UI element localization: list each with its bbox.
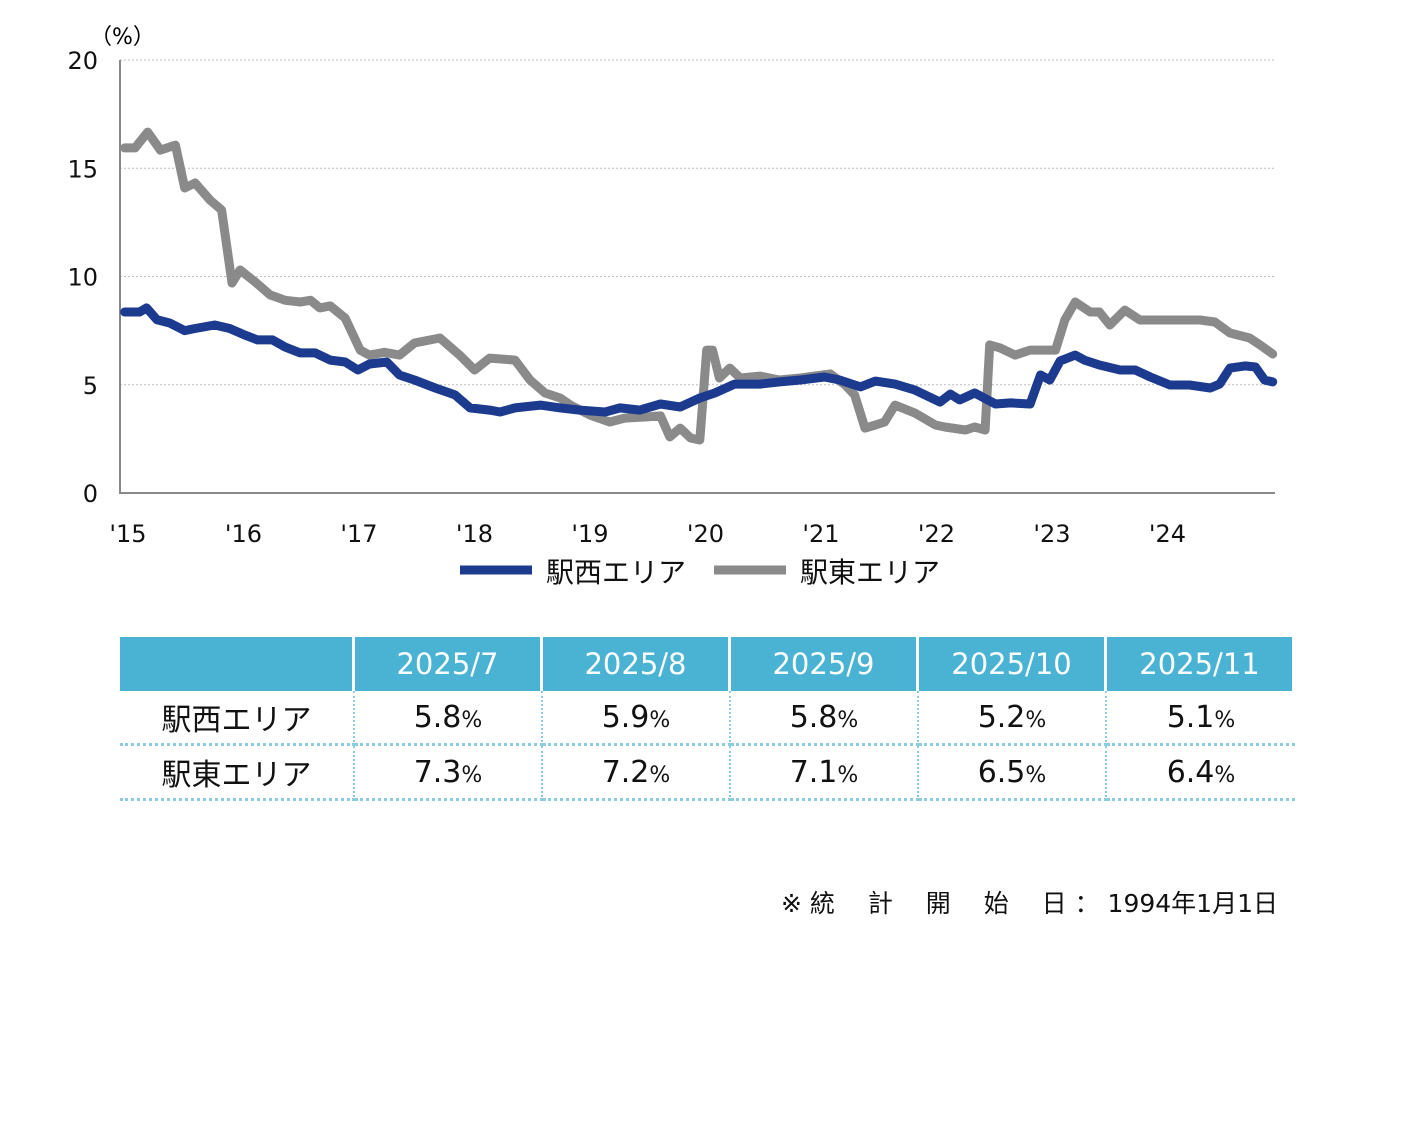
y-axis-unit: （%） xyxy=(90,25,155,50)
x-axis-ticks: '15 '16 '17 '18 '19 '20 '21 '22 '23 '24 xyxy=(109,520,1186,548)
value-cell: 7.1% xyxy=(731,746,919,801)
x-tick-label: '18 xyxy=(456,520,493,548)
y-tick-label: 0 xyxy=(83,480,98,508)
x-tick-label: '15 xyxy=(109,520,146,548)
y-tick-label: 15 xyxy=(67,155,98,183)
header-cell: 2025/10 xyxy=(919,637,1107,691)
value-cell: 5.9% xyxy=(543,691,731,746)
value-cell: 5.8% xyxy=(355,691,543,746)
summary-table: 2025/7 2025/8 2025/9 2025/10 2025/11 駅西エ… xyxy=(120,637,1295,801)
value-cell: 5.8% xyxy=(731,691,919,746)
series-line-west xyxy=(120,303,1278,417)
y-tick-label: 5 xyxy=(83,372,98,400)
y-tick-label: 20 xyxy=(67,47,98,75)
value-cell: 7.2% xyxy=(543,746,731,801)
x-tick-label: '21 xyxy=(802,520,839,548)
value-cell: 7.3% xyxy=(355,746,543,801)
table-header-row: 2025/7 2025/8 2025/9 2025/10 2025/11 xyxy=(120,637,1295,691)
x-tick-label: '16 xyxy=(225,520,262,548)
gridlines xyxy=(120,59,1275,386)
x-tick-label: '22 xyxy=(918,520,955,548)
legend-label-west: 駅西エリア xyxy=(546,556,686,589)
y-axis-ticks: 0 5 10 15 20 xyxy=(67,47,98,508)
y-tick-label: 10 xyxy=(67,264,98,292)
header-cell xyxy=(120,637,355,691)
header-cell: 2025/9 xyxy=(731,637,919,691)
x-tick-label: '19 xyxy=(571,520,608,548)
value-cell: 5.1% xyxy=(1107,691,1295,746)
header-cell: 2025/8 xyxy=(543,637,731,691)
x-tick-label: '24 xyxy=(1149,520,1186,548)
series-lines xyxy=(120,127,1278,445)
header-cell: 2025/11 xyxy=(1107,637,1295,691)
series-line-east xyxy=(120,127,1278,445)
x-tick-label: '23 xyxy=(1033,520,1070,548)
value-cell: 5.2% xyxy=(919,691,1107,746)
footnote: ※ 統 計 開 始 日 ： 1994年1月1日 xyxy=(780,889,1278,918)
row-label: 駅西エリア xyxy=(120,691,355,746)
legend-label-east: 駅東エリア xyxy=(800,556,940,589)
legend: 駅西エリア 駅東エリア xyxy=(460,556,940,589)
header-cell: 2025/7 xyxy=(355,637,543,691)
x-tick-label: '17 xyxy=(340,520,377,548)
value-cell: 6.4% xyxy=(1107,746,1295,801)
value-cell: 6.5% xyxy=(919,746,1107,801)
row-label: 駅東エリア xyxy=(120,746,355,801)
x-tick-label: '20 xyxy=(687,520,724,548)
table-row: 駅西エリア 5.8% 5.9% 5.8% 5.2% 5.1% xyxy=(120,691,1295,746)
table-row: 駅東エリア 7.3% 7.2% 7.1% 6.5% 6.4% xyxy=(120,746,1295,801)
